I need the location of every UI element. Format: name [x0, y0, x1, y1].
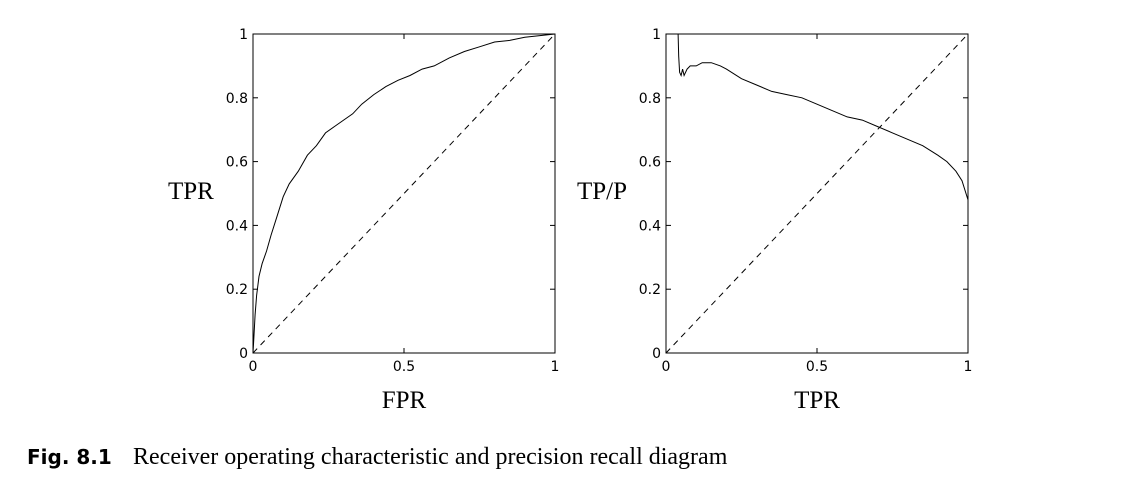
- roc-xtick-label: 0.5: [393, 359, 415, 375]
- pr-curve-line: [677, 33, 969, 201]
- pr-x-axis-label: TPR: [794, 387, 840, 414]
- roc-axes-frame: [252, 33, 556, 354]
- roc-curve-line: [252, 33, 556, 354]
- roc-xtick-label: 1: [551, 359, 560, 375]
- precision-recall-chart: 0 0.2 0.4 0.6 0.8 1 0 0.5 1 TPR TP/P: [577, 27, 972, 414]
- roc-y-axis-label: TPR: [168, 178, 214, 205]
- roc-xtick-label: 0: [249, 359, 258, 375]
- pr-ytick-label: 0.8: [639, 91, 661, 107]
- pr-xtick-label: 1: [964, 359, 973, 375]
- pr-xtick-label: 0.5: [806, 359, 828, 375]
- pr-ytick-label: 0.2: [639, 282, 661, 298]
- roc-ytick-label: 0: [239, 346, 248, 362]
- roc-diagonal-reference-line: [252, 33, 556, 354]
- pr-diagonal-reference-line: [665, 33, 969, 354]
- caption-label: Fig. 8.1: [27, 445, 112, 469]
- roc-x-axis-label: FPR: [382, 387, 427, 414]
- roc-ytick-label: 1: [239, 27, 248, 43]
- pr-axes-frame: [665, 33, 969, 354]
- pr-y-axis-label: TP/P: [577, 178, 627, 205]
- roc-ytick-label: 0.6: [226, 155, 248, 171]
- roc-chart: 0 0.2 0.4 0.6 0.8 1 0 0.5 1 FPR TPR: [168, 27, 559, 414]
- caption-text: Receiver operating characteristic and pr…: [133, 444, 728, 470]
- pr-xtick-label: 0: [662, 359, 671, 375]
- roc-ytick-label: 0.2: [226, 282, 248, 298]
- pr-ytick-label: 0.4: [639, 218, 661, 234]
- roc-ytick-label: 0.8: [226, 91, 248, 107]
- pr-ytick-label: 0.6: [639, 155, 661, 171]
- roc-ytick-label: 0.4: [226, 218, 248, 234]
- pr-ytick-label: 0: [652, 346, 661, 362]
- pr-ytick-label: 1: [652, 27, 661, 43]
